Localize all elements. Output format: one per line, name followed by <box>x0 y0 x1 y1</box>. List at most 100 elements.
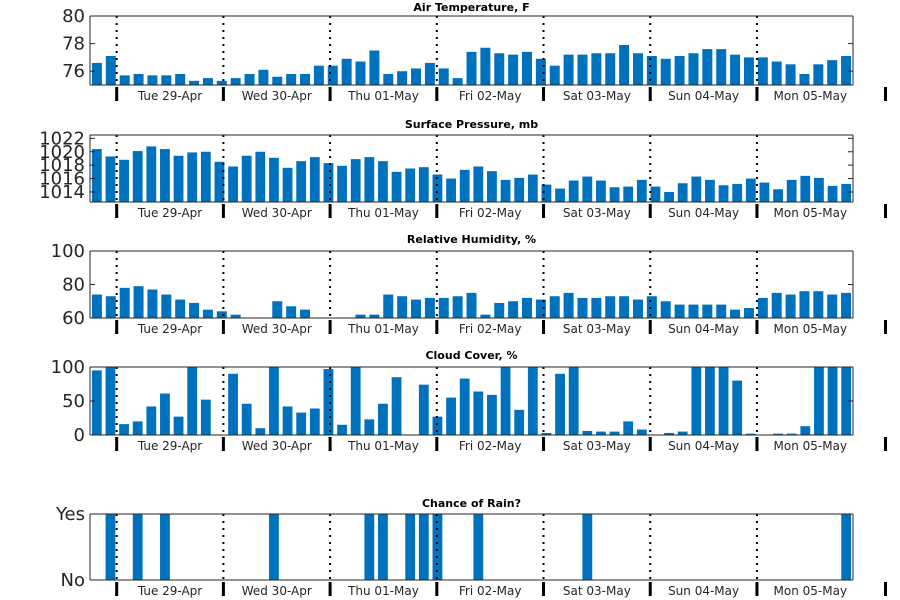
data-bar <box>405 514 416 580</box>
data-bar <box>555 373 565 435</box>
data-bar <box>743 57 754 85</box>
data-bar <box>418 514 429 580</box>
data-bar <box>732 380 743 435</box>
x-tick-mark <box>648 320 652 334</box>
data-bar <box>605 296 616 318</box>
data-bar <box>757 57 768 85</box>
data-bar <box>119 424 129 435</box>
data-bar <box>272 301 283 318</box>
x-tick-label: Sat 03-May <box>563 439 631 453</box>
x-tick-mark <box>648 87 652 101</box>
data-bar <box>105 56 116 85</box>
data-bar <box>677 183 688 202</box>
data-bar <box>582 176 593 202</box>
data-bar <box>438 68 449 85</box>
x-tick-mark <box>884 582 887 596</box>
data-bar <box>691 367 702 435</box>
data-bar <box>147 289 158 318</box>
data-bar <box>337 165 347 202</box>
data-bar <box>577 54 588 85</box>
panel-title: Relative Humidity, % <box>407 233 536 246</box>
data-bar <box>161 294 172 318</box>
x-tick-mark <box>221 582 225 596</box>
data-bar <box>286 73 297 85</box>
x-tick-label: Tue 29-Apr <box>137 322 202 336</box>
data-bar <box>487 394 497 435</box>
data-bar <box>730 309 741 319</box>
data-bar <box>716 49 727 85</box>
data-bar <box>378 514 388 580</box>
data-bar <box>705 367 715 435</box>
data-bar <box>785 64 796 85</box>
data-bar <box>214 161 225 202</box>
data-bar <box>438 297 449 318</box>
data-bar <box>664 191 674 202</box>
data-bar <box>814 367 824 435</box>
data-bar <box>591 297 602 318</box>
data-bar <box>446 178 456 202</box>
data-bar <box>773 189 783 202</box>
data-bar <box>424 62 435 85</box>
data-bar <box>660 58 671 85</box>
data-bar <box>282 167 293 202</box>
data-bar <box>147 75 158 85</box>
data-bar <box>296 412 307 435</box>
y-tick-label: 78 <box>62 34 85 55</box>
data-bar <box>216 311 227 318</box>
data-bar <box>432 514 443 580</box>
data-bar <box>494 53 505 85</box>
data-bar <box>411 68 421 85</box>
data-bar <box>646 56 657 85</box>
data-bar <box>508 301 519 318</box>
data-bar <box>800 426 811 435</box>
data-bar <box>664 432 674 435</box>
x-tick-mark <box>435 204 439 218</box>
data-bar <box>702 304 713 318</box>
x-tick-label: Fri 02-May <box>459 439 522 453</box>
data-bar <box>105 514 116 580</box>
data-bar <box>827 294 838 318</box>
data-bar <box>799 73 810 85</box>
data-bar <box>272 76 283 85</box>
y-tick-label: Yes <box>55 504 85 525</box>
data-bar <box>309 408 320 435</box>
data-bar <box>549 296 560 318</box>
data-bar <box>296 161 307 202</box>
data-bar <box>91 149 102 202</box>
data-bar <box>522 51 532 85</box>
x-tick-mark <box>648 204 652 218</box>
y-tick-label: 1018 <box>39 155 85 176</box>
data-bar <box>160 149 170 202</box>
data-bar <box>841 367 852 435</box>
x-tick-label: Sat 03-May <box>563 322 631 336</box>
x-tick-mark <box>648 582 652 596</box>
data-bar <box>841 292 852 319</box>
data-bar <box>418 167 429 202</box>
x-tick-label: Fri 02-May <box>459 206 522 220</box>
data-bar <box>258 69 269 85</box>
data-bar <box>91 62 102 85</box>
data-bar <box>623 421 634 435</box>
data-bar <box>397 71 408 85</box>
data-bar <box>255 428 266 435</box>
data-bar <box>323 369 334 435</box>
x-tick-mark <box>328 320 332 334</box>
y-tick-label: 1020 <box>39 142 85 163</box>
x-tick-mark <box>755 320 759 334</box>
y-tick-label: 80 <box>62 6 85 27</box>
data-bar <box>691 176 702 202</box>
x-tick-label: Thu 01-May <box>347 584 419 598</box>
panel-title: Cloud Cover, % <box>425 349 517 362</box>
data-bar <box>577 297 588 318</box>
data-bar <box>119 287 130 318</box>
data-bar <box>473 514 484 580</box>
data-bar <box>200 151 211 202</box>
data-bar <box>202 309 213 319</box>
data-bar <box>514 409 525 435</box>
y-tick-label: 1014 <box>39 182 85 203</box>
data-bar <box>323 163 334 202</box>
data-bar <box>716 304 727 318</box>
x-tick-label: Thu 01-May <box>347 206 419 220</box>
data-bar <box>187 152 198 202</box>
